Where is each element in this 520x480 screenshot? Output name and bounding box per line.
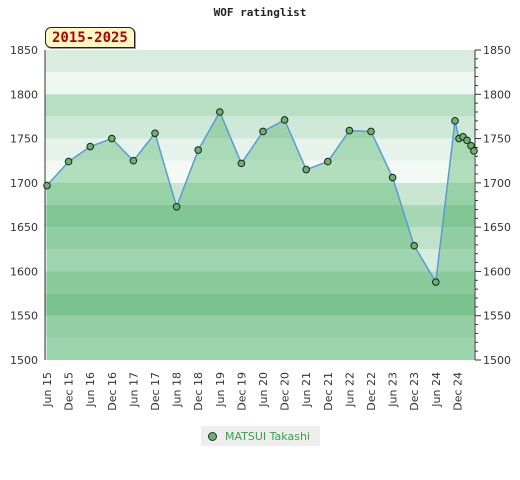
data-point: [432, 278, 440, 286]
band: [45, 337, 475, 360]
data-point: [345, 126, 354, 135]
data-point: [410, 241, 419, 250]
x-tick-label: Jun 18: [171, 372, 184, 408]
band: [45, 50, 475, 73]
x-tick-label: Jun 19: [214, 372, 227, 408]
x-tick-label: Dec 24: [451, 372, 464, 411]
x-tick-label: Dec 17: [149, 372, 162, 411]
data-point: [324, 157, 332, 166]
data-point: [64, 157, 73, 166]
x-tick-label: Dec 22: [365, 372, 378, 411]
band: [45, 315, 475, 338]
data-point: [237, 159, 246, 168]
band: [45, 227, 475, 250]
data-point: [388, 173, 397, 182]
band: [45, 293, 475, 316]
y-tick-label-left: 1600: [10, 265, 38, 278]
y-tick-label-left: 1850: [10, 44, 38, 57]
band: [45, 249, 475, 272]
y-tick-label-right: 1550: [483, 310, 511, 323]
band: [45, 182, 475, 205]
y-tick-label-left: 1650: [10, 221, 38, 234]
data-point: [302, 165, 311, 174]
data-point: [108, 134, 116, 143]
band: [45, 205, 475, 228]
x-tick-label: Dec 21: [322, 372, 335, 411]
x-tick-label: Jun 15: [41, 372, 54, 408]
data-point: [451, 117, 459, 125]
y-tick-label-left: 1500: [10, 354, 38, 367]
background-bands: [45, 50, 475, 360]
data-point: [86, 142, 94, 151]
y-tick-label-left: 1800: [10, 88, 38, 101]
data-point: [129, 156, 138, 165]
y-tick-label-right: 1650: [483, 221, 511, 234]
data-points: [43, 108, 478, 286]
data-point: [280, 116, 289, 124]
x-tick-label: Dec 20: [279, 372, 292, 411]
chart-title: WOF ratinglist: [213, 6, 307, 19]
year-range-badge: 2015-2025: [45, 27, 135, 48]
x-tick-label: Jun 16: [84, 372, 97, 408]
data-point: [216, 108, 224, 116]
data-point: [172, 202, 181, 211]
legend-label: MATSUI Takashi: [225, 429, 310, 443]
x-tick-label: Jun 24: [430, 372, 443, 408]
data-point: [43, 181, 51, 190]
data-point: [470, 147, 478, 155]
x-tick-label: Jun 20: [257, 372, 270, 408]
data-point: [151, 129, 159, 138]
x-tick-label: Dec 23: [408, 372, 421, 411]
band: [45, 72, 475, 95]
x-tick-label: Dec 18: [192, 372, 205, 411]
y-tick-label-right: 1850: [483, 44, 511, 57]
y-tick-label-right: 1600: [483, 265, 511, 278]
y-tick-label-right: 1500: [483, 354, 511, 367]
axes: 1500 1500 1550 1550 1600 1600 1650 1650 1700 1700…: [10, 44, 511, 411]
data-point: [367, 127, 375, 136]
y-tick-label-left: 1750: [10, 133, 38, 146]
data-point: [194, 146, 202, 154]
y-tick-label-right: 1750: [483, 133, 511, 146]
x-tick-label: Jun 17: [127, 372, 140, 408]
x-tick-label: Dec 15: [63, 372, 76, 411]
data-point: [259, 127, 267, 136]
band: [45, 160, 475, 183]
data-point: [463, 136, 471, 145]
y-tick-label-right: 1700: [483, 177, 511, 190]
y-tick-label-right: 1800: [483, 88, 511, 101]
x-tick-label: Dec 16: [106, 372, 119, 411]
y-tick-label-left: 1700: [10, 177, 38, 190]
legend[interactable]: MATSUI Takashi: [201, 426, 320, 446]
x-tick-label: Dec 19: [235, 372, 248, 411]
rating-area: [47, 112, 474, 360]
x-tick-label: Jun 22: [343, 372, 356, 408]
legend-marker-icon: [208, 431, 217, 441]
y-tick-label-left: 1550: [10, 310, 38, 323]
x-tick-label: Jun 23: [387, 372, 400, 408]
x-tick-label: Jun 21: [300, 372, 313, 408]
band: [45, 271, 475, 294]
band: [45, 94, 475, 117]
band: [45, 138, 475, 161]
